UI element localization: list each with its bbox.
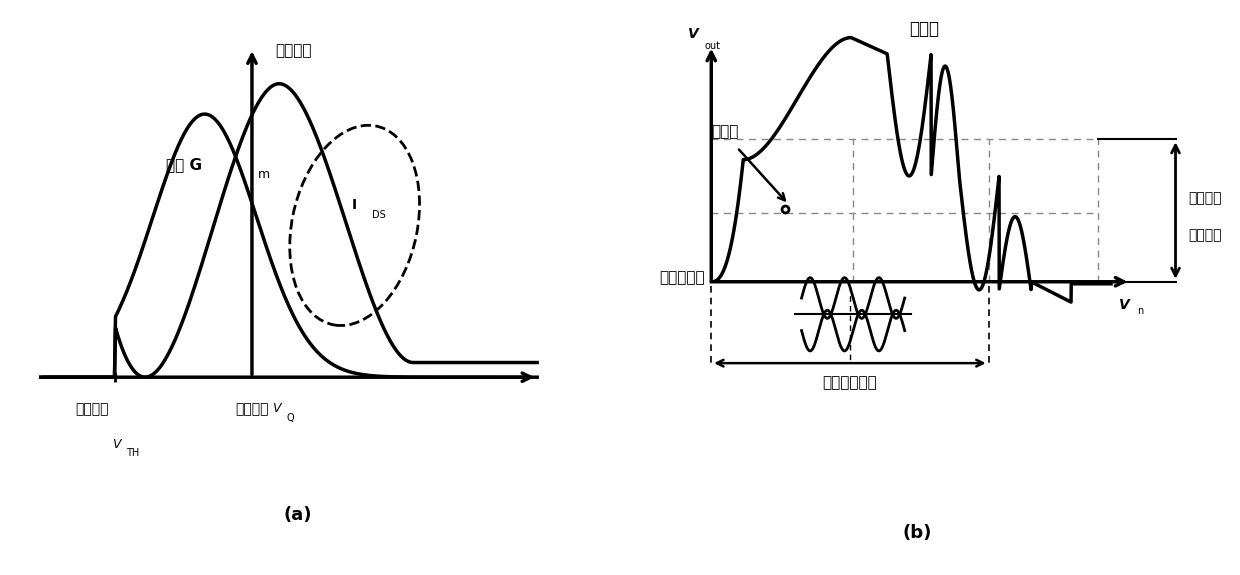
Text: TH: TH bbox=[126, 448, 140, 458]
Text: Q: Q bbox=[286, 413, 294, 423]
Text: 工作点: 工作点 bbox=[712, 124, 739, 139]
Text: V: V bbox=[113, 438, 120, 451]
Text: 源漏电流: 源漏电流 bbox=[275, 43, 311, 58]
Text: (b): (b) bbox=[903, 524, 932, 542]
Text: m: m bbox=[258, 168, 270, 181]
Text: 跨导 G: 跨导 G bbox=[166, 157, 202, 172]
Text: 饱和区: 饱和区 bbox=[909, 20, 939, 37]
Text: 输出幅度: 输出幅度 bbox=[1188, 228, 1221, 242]
Text: V: V bbox=[688, 26, 698, 40]
Text: (a): (a) bbox=[284, 506, 311, 524]
Text: V: V bbox=[272, 402, 280, 416]
Text: DS: DS bbox=[372, 210, 386, 220]
Text: V: V bbox=[1118, 298, 1130, 312]
Text: 最大输入电压: 最大输入电压 bbox=[822, 375, 877, 390]
Text: 偏置电压: 偏置电压 bbox=[236, 402, 269, 416]
Text: 开启电压区: 开启电压区 bbox=[660, 270, 704, 285]
Text: 最大综性: 最大综性 bbox=[1188, 191, 1221, 205]
Text: out: out bbox=[704, 41, 720, 51]
Text: 阈值电压: 阈值电压 bbox=[76, 402, 109, 416]
Text: n: n bbox=[1137, 306, 1143, 316]
Text: I: I bbox=[352, 198, 357, 212]
